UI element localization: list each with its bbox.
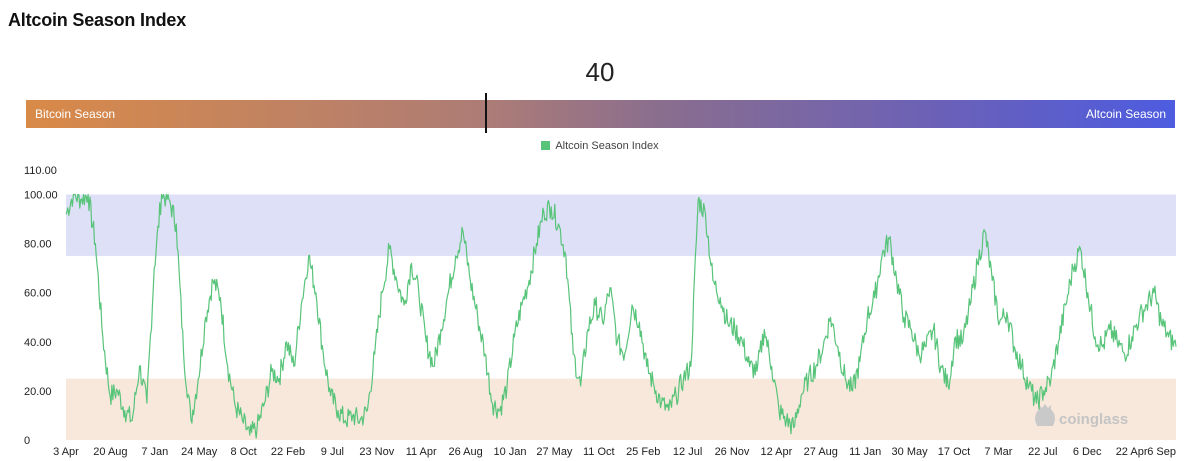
x-tick-label: 27 May	[536, 446, 573, 458]
x-tick-label: 12 Jul	[673, 446, 702, 458]
current-value-marker	[484, 93, 487, 133]
x-tick-label: 9 Jul	[321, 446, 344, 458]
x-tick-label: 12 Apr	[760, 446, 792, 458]
x-tick-label: 10 Jan	[493, 446, 526, 458]
legend-swatch	[541, 141, 551, 150]
y-tick-label: 60.00	[24, 288, 52, 300]
coinglass-logo-icon	[1035, 404, 1055, 426]
x-tick-label: 6 Dec	[1073, 446, 1102, 458]
y-tick-label: 0	[24, 435, 30, 447]
y-tick-label: 80.00	[24, 239, 52, 251]
y-tick-label: 100.00	[24, 190, 58, 202]
x-tick-label: 20 Aug	[93, 446, 127, 458]
x-tick-label: 30 May	[892, 446, 929, 458]
y-tick-label: 20.00	[24, 386, 52, 398]
season-gradient-bar: Bitcoin Season Altcoin Season	[26, 93, 1175, 133]
chart-bands	[66, 194, 1176, 440]
coinglass-watermark: coinglass	[1035, 404, 1128, 428]
bitcoin-season-label: Bitcoin Season	[35, 107, 116, 121]
x-tick-label: 22 Jul	[1028, 446, 1057, 458]
x-tick-label: 27 Aug	[804, 446, 838, 458]
x-tick-label: 25 Feb	[626, 446, 660, 458]
y-axis: 0 20.00 40.00 60.00 80.00 100.00 110.00	[24, 165, 58, 447]
x-tick-label: 3 Apr	[53, 446, 79, 458]
x-tick-label: 11 Oct	[583, 446, 615, 458]
x-tick-label: 6 Sep	[1147, 446, 1176, 458]
x-tick-label: 23 Nov	[359, 446, 394, 458]
x-tick-label: 24 May	[181, 446, 218, 458]
x-tick-label: 22 Apr	[1116, 446, 1148, 458]
x-tick-label: 22 Feb	[271, 446, 305, 458]
watermark-text: coinglass	[1059, 411, 1128, 428]
x-tick-label: 7 Mar	[984, 446, 1012, 458]
altcoin-season-band	[66, 194, 1176, 256]
current-index-value: 40	[585, 57, 615, 87]
y-tick-label: 110.00	[24, 165, 57, 177]
x-tick-label: 11 Apr	[406, 446, 437, 458]
chart-legend[interactable]: Altcoin Season Index	[0, 140, 1200, 152]
altcoin-season-label: Altcoin Season	[1085, 107, 1166, 121]
altcoin-season-index-line	[65, 193, 1177, 439]
x-tick-label: 11 Jan	[849, 446, 881, 458]
x-tick-label: 26 Nov	[715, 446, 750, 458]
page-title: Altcoin Season Index	[8, 10, 187, 30]
y-tick-label: 40.00	[24, 337, 52, 349]
x-tick-label: 7 Jan	[141, 446, 168, 458]
x-axis: 3 Apr 20 Aug 7 Jan 24 May 8 Oct 22 Feb 9 Jul 23…	[53, 446, 1176, 458]
legend-label: Altcoin Season Index	[555, 140, 659, 152]
x-tick-label: 26 Aug	[448, 446, 482, 458]
x-tick-label: 8 Oct	[230, 446, 256, 458]
x-tick-label: 17 Oct	[938, 446, 970, 458]
